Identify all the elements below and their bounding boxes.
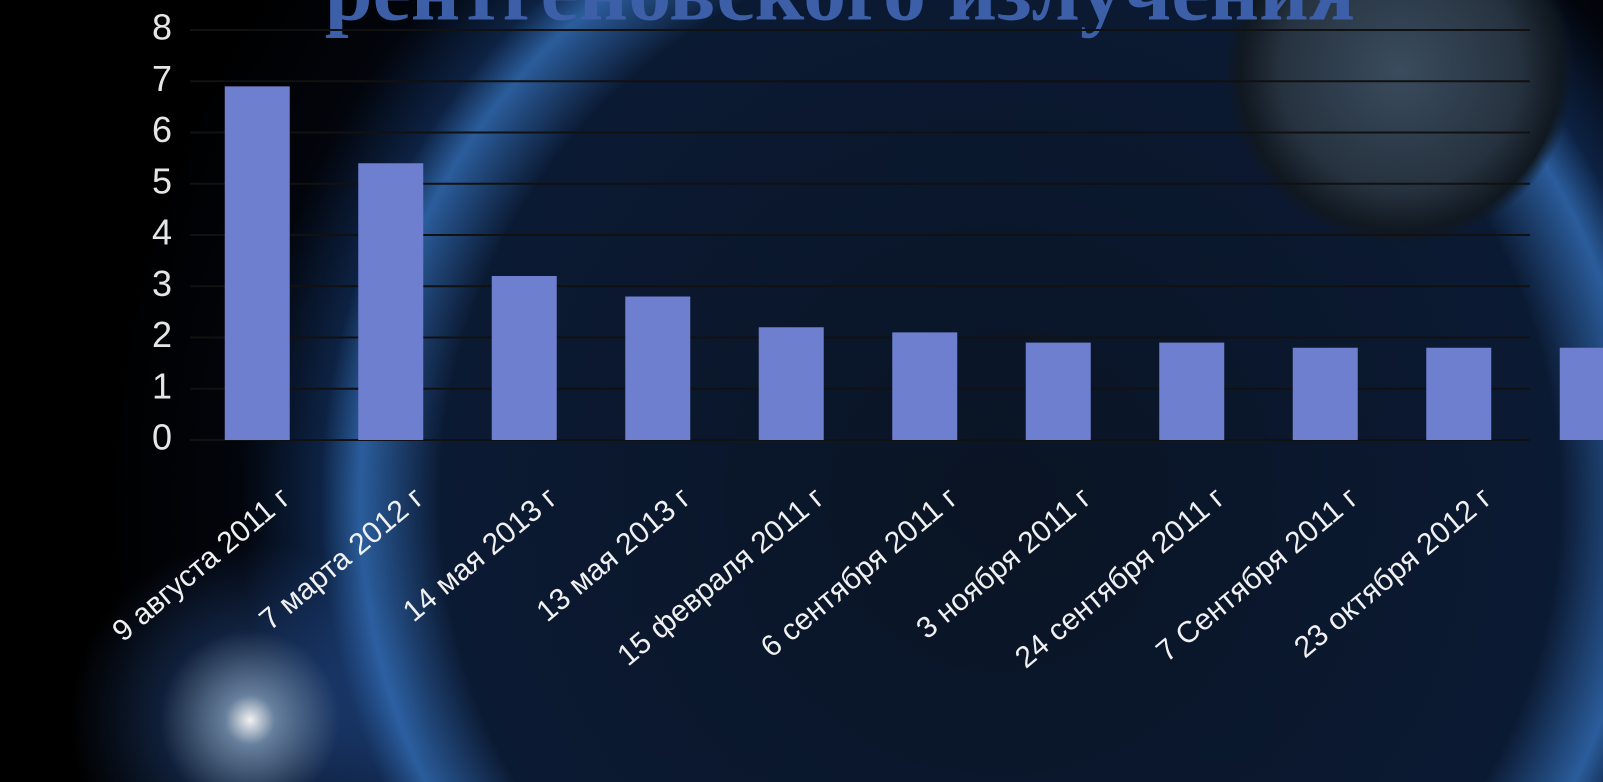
y-tick-label: 7: [152, 58, 172, 99]
y-tick-label: 0: [152, 417, 172, 458]
bar: [1292, 347, 1358, 440]
bar: [758, 327, 824, 440]
y-tick-label: 1: [152, 365, 172, 406]
bar: [358, 163, 424, 440]
bar: [224, 86, 290, 440]
y-tick-label: 4: [152, 212, 172, 253]
bar: [892, 332, 958, 440]
bar: [1159, 342, 1225, 440]
y-tick-label: 2: [152, 314, 172, 355]
y-tick-label: 8: [152, 7, 172, 48]
bar: [1025, 342, 1091, 440]
bar: [491, 276, 557, 440]
y-tick-label: 3: [152, 263, 172, 304]
bar: [625, 296, 691, 440]
chart-title: рентгеновского излучения: [325, 0, 1355, 39]
y-tick-label: 5: [152, 160, 172, 201]
bar: [1559, 347, 1603, 440]
y-tick-label: 6: [152, 109, 172, 150]
bar: [1426, 347, 1492, 440]
